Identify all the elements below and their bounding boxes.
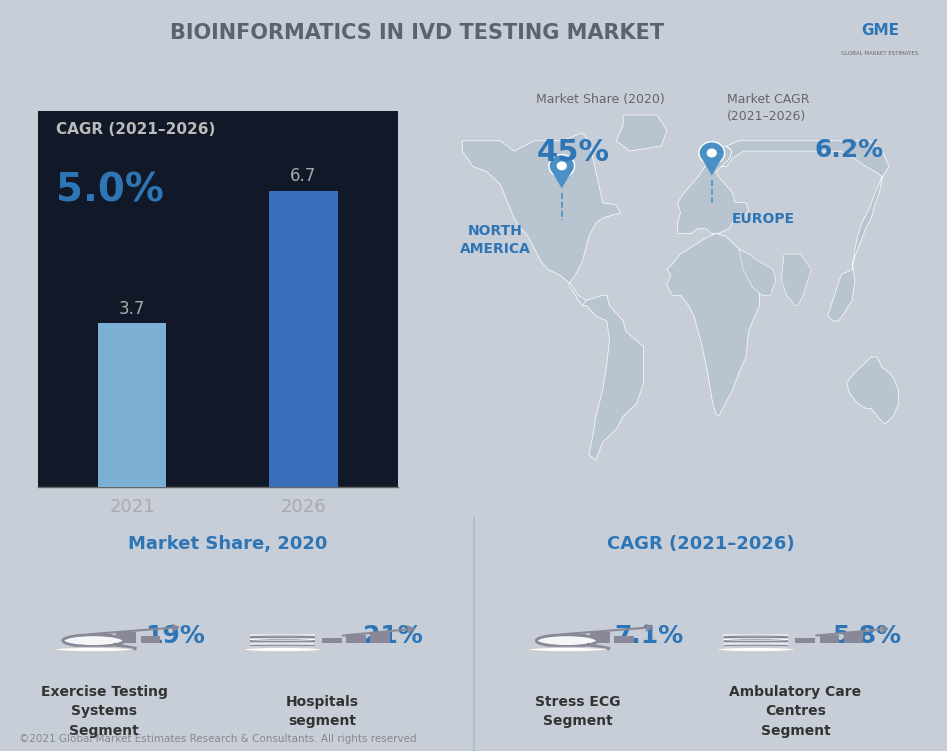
Bar <box>322 638 342 643</box>
Bar <box>590 632 610 643</box>
Text: BIOINFORMATICS IN IVD TESTING MARKET: BIOINFORMATICS IN IVD TESTING MARKET <box>170 23 664 43</box>
Ellipse shape <box>724 639 788 641</box>
Text: 6.7: 6.7 <box>291 167 316 185</box>
Bar <box>370 632 390 643</box>
Ellipse shape <box>724 635 788 636</box>
Polygon shape <box>616 115 667 151</box>
Circle shape <box>63 635 124 647</box>
Ellipse shape <box>724 648 788 649</box>
Text: EUROPE: EUROPE <box>731 212 795 225</box>
Text: 19%: 19% <box>145 623 205 647</box>
Text: CAGR (2021–2026): CAGR (2021–2026) <box>56 122 215 137</box>
Polygon shape <box>552 173 571 189</box>
Text: Ambulatory Care
Centres
Segment: Ambulatory Care Centres Segment <box>729 685 862 737</box>
Polygon shape <box>722 140 889 321</box>
Ellipse shape <box>716 647 795 652</box>
Polygon shape <box>847 357 899 424</box>
Polygon shape <box>781 254 812 306</box>
Circle shape <box>536 635 598 647</box>
Bar <box>116 632 136 643</box>
Ellipse shape <box>724 644 788 645</box>
Polygon shape <box>739 249 776 295</box>
Ellipse shape <box>250 650 314 652</box>
Text: ©2021 Global Market Estimates Research & Consultants. All rights reserved: ©2021 Global Market Estimates Research &… <box>19 734 417 743</box>
Ellipse shape <box>242 647 322 652</box>
Text: Exercise Testing
Systems
Segment: Exercise Testing Systems Segment <box>41 685 168 737</box>
Bar <box>269 191 338 487</box>
Circle shape <box>699 142 724 164</box>
Text: 7.1%: 7.1% <box>614 623 684 647</box>
Circle shape <box>706 149 717 158</box>
Polygon shape <box>703 160 721 176</box>
Ellipse shape <box>250 639 314 641</box>
Ellipse shape <box>527 647 606 652</box>
Bar <box>844 632 864 643</box>
Circle shape <box>557 161 567 170</box>
Bar <box>98 323 167 487</box>
Ellipse shape <box>250 648 314 649</box>
Text: Market CAGR
(2021–2026): Market CAGR (2021–2026) <box>727 93 810 123</box>
Text: 21%: 21% <box>363 623 423 647</box>
Bar <box>250 640 314 642</box>
Polygon shape <box>678 146 748 234</box>
Ellipse shape <box>250 644 314 645</box>
Text: Hospitals
segment: Hospitals segment <box>285 695 359 728</box>
Bar <box>724 649 788 651</box>
Polygon shape <box>582 295 644 460</box>
Text: Market Share (2020): Market Share (2020) <box>536 93 665 106</box>
Text: Stress ECG
Segment: Stress ECG Segment <box>535 695 620 728</box>
Bar <box>565 635 585 643</box>
Bar <box>250 644 314 647</box>
Text: 5.8%: 5.8% <box>832 623 901 647</box>
Ellipse shape <box>724 650 788 652</box>
Bar <box>614 635 634 643</box>
Bar <box>68 637 88 643</box>
Circle shape <box>549 155 575 177</box>
Text: GLOBAL MARKET ESTIMATES: GLOBAL MARKET ESTIMATES <box>841 51 919 56</box>
Text: 6.2%: 6.2% <box>814 138 884 162</box>
Bar <box>724 640 788 642</box>
Bar <box>250 635 314 638</box>
Bar <box>140 635 160 643</box>
Text: 3.7: 3.7 <box>119 300 145 318</box>
Text: 45%: 45% <box>536 138 609 167</box>
Bar <box>795 638 815 643</box>
Text: Market Share, 2020: Market Share, 2020 <box>128 535 327 553</box>
Bar <box>542 637 562 643</box>
Bar <box>724 635 788 638</box>
Polygon shape <box>462 133 620 306</box>
Bar <box>724 644 788 647</box>
Text: NORTH
AMERICA: NORTH AMERICA <box>460 225 530 256</box>
Text: GME: GME <box>861 23 899 38</box>
Polygon shape <box>667 234 759 416</box>
Ellipse shape <box>54 647 133 652</box>
Bar <box>92 635 112 643</box>
Bar <box>819 635 839 643</box>
Bar <box>250 649 314 651</box>
Ellipse shape <box>250 635 314 636</box>
Bar <box>346 635 366 643</box>
Text: 5.0%: 5.0% <box>56 171 164 210</box>
Text: CAGR (2021–2026): CAGR (2021–2026) <box>607 535 795 553</box>
